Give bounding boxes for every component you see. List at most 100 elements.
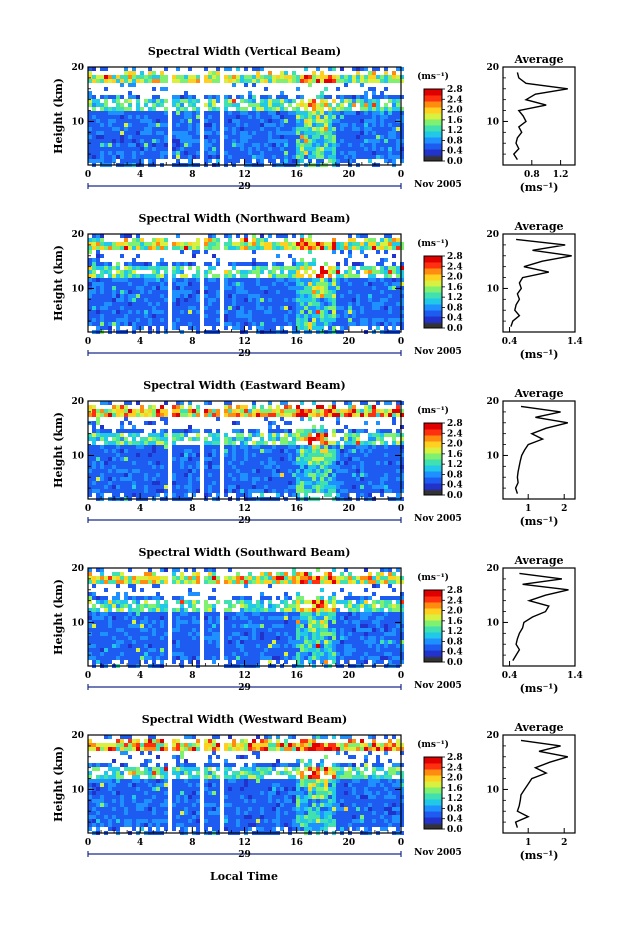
colorbar-tick-label: 2.8 — [447, 586, 463, 596]
colorbar-unit: (ms⁻¹) — [417, 739, 449, 750]
colorbar-tick-label: 1.6 — [447, 450, 463, 460]
day-label: 29 — [238, 182, 251, 192]
colorbar-unit: (ms⁻¹) — [417, 238, 449, 249]
avg-y-tick-label: 20 — [486, 397, 499, 407]
date-label: Nov 2005 — [414, 681, 462, 691]
y-tick-label: 10 — [71, 117, 84, 127]
colorbar-tick-label: 2.0 — [447, 774, 463, 784]
x-tick-label: 0 — [85, 671, 91, 681]
x-tick-label: 20 — [343, 337, 356, 347]
avg-y-tick-label: 20 — [486, 731, 499, 741]
average-unit: (ms⁻¹) — [520, 181, 559, 194]
average-profile: Average 10 20 0.4 1.4 (ms⁻¹) — [486, 554, 582, 695]
x-tick-label: 12 — [238, 504, 251, 514]
panel-2: Spectral Width (Northward Beam) Height (k… — [52, 212, 583, 361]
colorbar-tick-label: 2.0 — [447, 440, 463, 450]
panel-5: Spectral Width (Westward Beam) Height (km… — [52, 713, 576, 862]
avg-y-tick-label: 20 — [486, 230, 499, 240]
x-tick-label: 12 — [238, 170, 251, 180]
y-tick-label: 20 — [71, 63, 84, 73]
colorbar-unit: (ms⁻¹) — [417, 405, 449, 416]
colorbar-tick-label: 0.0 — [447, 157, 463, 167]
colorbar-tick-label: 0.4 — [447, 314, 463, 324]
x-tick-label: 12 — [238, 671, 251, 681]
average-unit: (ms⁻¹) — [520, 849, 559, 862]
average-title: Average — [513, 53, 563, 66]
panel-3: Spectral Width (Eastward Beam) Height (km… — [52, 379, 576, 528]
average-title: Average — [513, 554, 563, 567]
colorbar-tick-label: 0.4 — [447, 648, 463, 658]
colorbar-tick-label: 1.6 — [447, 784, 463, 794]
colorbar-tick-label: 2.0 — [447, 273, 463, 283]
date-label: Nov 2005 — [414, 347, 462, 357]
average-title: Average — [513, 387, 563, 400]
y-tick-label: 20 — [71, 731, 84, 741]
x-tick-label: 16 — [290, 838, 303, 848]
avg-x-tick-label: 1 — [525, 504, 531, 514]
y-tick-label: 10 — [71, 618, 84, 628]
x-tick-label: 12 — [238, 337, 251, 347]
x-tick-label: 20 — [343, 838, 356, 848]
panel-title: Spectral Width (Westward Beam) — [142, 713, 347, 726]
day-label: 29 — [238, 516, 251, 526]
y-axis-label: Height (km) — [52, 412, 65, 488]
x-tick-label: 4 — [137, 504, 143, 514]
x-tick-label: 0 — [398, 170, 404, 180]
colorbar-tick-label: 0.0 — [447, 825, 463, 835]
avg-x-tick-label: 0.4 — [502, 671, 518, 681]
average-profile: Average 10 20 1 2(ms⁻¹) — [486, 387, 576, 528]
colorbar-tick-label: 1.2 — [447, 794, 463, 804]
x-tick-label: 0 — [398, 671, 404, 681]
heatmap-field — [88, 735, 404, 835]
avg-y-tick-label: 10 — [486, 618, 499, 628]
colorbar-unit: (ms⁻¹) — [417, 71, 449, 82]
colorbar: (ms⁻¹) 2.82.42.01.61.20.80.40.0 — [417, 405, 463, 501]
x-tick-label: 0 — [85, 337, 91, 347]
colorbar-tick-label: 0.8 — [447, 637, 463, 647]
colorbar-tick-label: 0.8 — [447, 136, 463, 146]
avg-x-tick-label: 1.2 — [553, 170, 569, 180]
colorbar-tick-label: 0.8 — [447, 303, 463, 313]
colorbar-tick-label: 0.8 — [447, 804, 463, 814]
heatmap-field — [88, 234, 404, 334]
x-tick-label: 16 — [290, 671, 303, 681]
average-line — [510, 238, 572, 327]
average-line — [514, 739, 569, 828]
panel-title: Spectral Width (Vertical Beam) — [148, 45, 341, 58]
y-tick-label: 20 — [71, 564, 84, 574]
colorbar-tick-label: 1.2 — [447, 460, 463, 470]
avg-x-tick-label: 2 — [561, 838, 567, 848]
colorbar-tick-label: 0.0 — [447, 324, 463, 334]
colorbar-tick-label: 2.4 — [447, 429, 463, 439]
colorbar-tick-label: 2.8 — [447, 753, 463, 763]
average-unit: (ms⁻¹) — [520, 682, 559, 695]
y-axis-label: Height (km) — [52, 245, 65, 321]
colorbar: (ms⁻¹) 2.82.42.01.61.20.80.40.0 — [417, 238, 463, 334]
colorbar-unit: (ms⁻¹) — [417, 572, 449, 583]
avg-x-tick-label: 1.4 — [567, 671, 583, 681]
colorbar-tick-label: 0.8 — [447, 470, 463, 480]
avg-x-tick-label: 1.4 — [567, 337, 583, 347]
day-label: 29 — [238, 850, 251, 860]
colorbar-tick-label: 2.8 — [447, 419, 463, 429]
y-tick-label: 10 — [71, 284, 84, 294]
panel-4: Spectral Width (Southward Beam) Height (k… — [52, 546, 583, 695]
x-tick-label: 16 — [290, 170, 303, 180]
average-profile: Average 10 20 0.8 1.2(ms⁻¹) — [486, 53, 576, 194]
average-profile: Average 10 20 1 2(ms⁻¹) — [486, 721, 576, 862]
x-tick-label: 8 — [189, 671, 195, 681]
panel-1: Spectral Width (Vertical Beam) Height (km… — [52, 45, 576, 194]
panel-title: Spectral Width (Southward Beam) — [138, 546, 350, 559]
colorbar-tick-label: 1.2 — [447, 126, 463, 136]
heatmap-field — [88, 568, 404, 668]
colorbar-tick-label: 1.6 — [447, 617, 463, 627]
colorbar-tick-label: 0.4 — [447, 815, 463, 825]
x-axis-label: Local Time — [210, 870, 278, 883]
y-tick-label: 20 — [71, 230, 84, 240]
panel-title: Spectral Width (Eastward Beam) — [143, 379, 345, 392]
average-profile: Average 10 20 0.4 1.4 (ms⁻¹) — [486, 220, 582, 361]
colorbar-tick-label: 2.8 — [447, 85, 463, 95]
x-tick-label: 0 — [398, 337, 404, 347]
colorbar-tick-label: 2.0 — [447, 607, 463, 617]
